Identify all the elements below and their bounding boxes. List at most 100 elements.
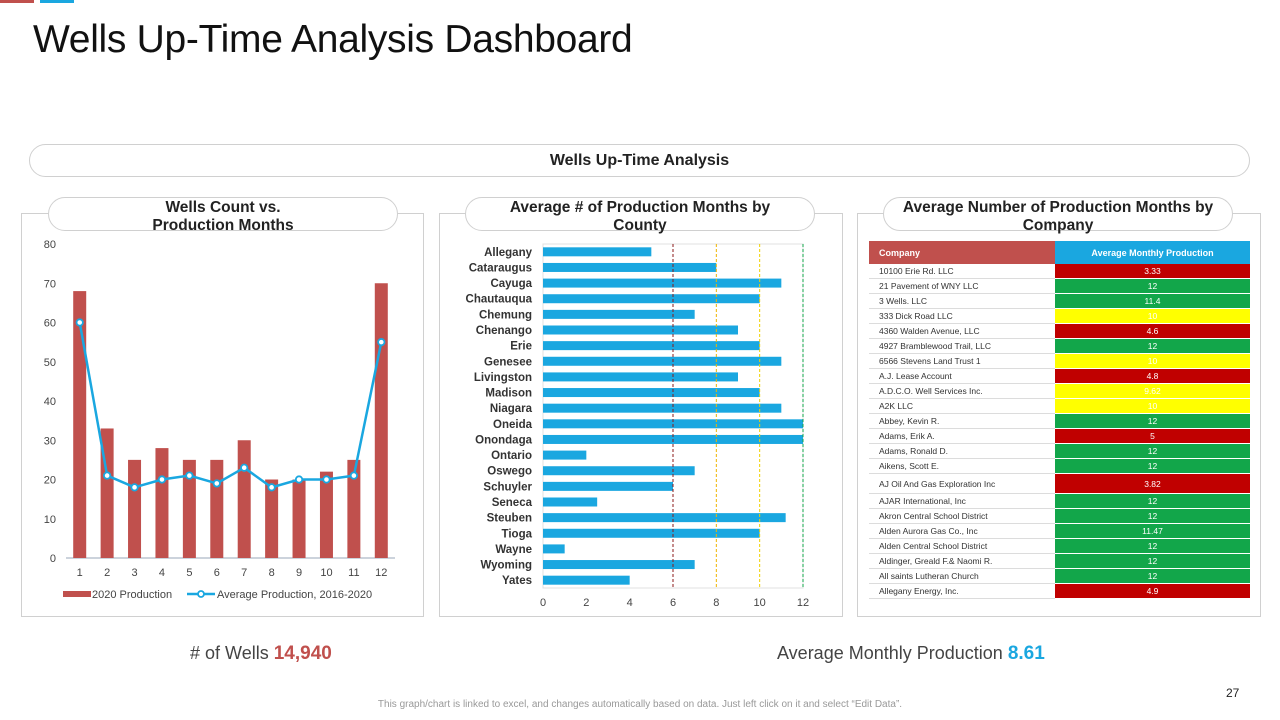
county-bar	[543, 528, 760, 538]
bar-2020-production	[128, 459, 142, 558]
table-row: AJAR International, Inc 12	[869, 493, 1250, 509]
company-name-cell: 4927 Bramblewood Trail, LLC	[869, 338, 1055, 354]
avg-production-point	[157, 475, 167, 484]
avg-production-cell: 11.47	[1055, 523, 1250, 539]
county-label: Niagara	[490, 403, 533, 415]
avg-production-cell: 12	[1055, 458, 1250, 474]
accent-bar-red	[0, 0, 34, 3]
table-row: Aldinger, Greald F.& Naomi R. 12	[869, 553, 1250, 569]
avg-production-point	[294, 475, 304, 484]
company-name-cell: Alden Central School District	[869, 538, 1055, 554]
bar-2020-production	[182, 459, 196, 558]
table-row: 4360 Walden Avenue, LLC 4.6	[869, 323, 1250, 339]
table-row: 3 Wells. LLC 11.4	[869, 293, 1250, 309]
bar-2020-production	[292, 479, 306, 558]
avg-production-kpi-value: 8.61	[1007, 643, 1045, 664]
legend-swatch-2020-production	[63, 591, 91, 597]
table-row: A.D.C.O. Well Services Inc. 9.62	[869, 383, 1250, 399]
company-name-cell: Abbey, Kevin R.	[869, 413, 1055, 429]
avg-production-cell: 10	[1055, 398, 1250, 414]
county-bar	[543, 294, 760, 304]
table-row: 10100 Erie Rd. LLC 3.33	[869, 264, 1250, 279]
county-bar	[543, 466, 695, 476]
county-chart: Allegany Cataraugus Cayuga Chautauqua Chemun…	[466, 243, 809, 609]
company-name-cell: Adams, Ronald D.	[869, 443, 1055, 459]
footer-note: This graph/chart is linked to excel, and…	[377, 699, 903, 710]
table-row: All saints Lutheran Church 12	[869, 568, 1250, 584]
legend-marker-avg-production	[197, 590, 205, 598]
company-name-cell: Aldinger, Greald F.& Naomi R.	[869, 553, 1055, 569]
company-table: Company Average Monthly Production 10100…	[869, 241, 1250, 599]
avg-production-cell: 3.82	[1055, 473, 1250, 494]
table-row: Aikens, Scott E. 12	[869, 458, 1250, 474]
table-row: Abbey, Kevin R. 12	[869, 413, 1250, 429]
bar-2020-production	[237, 440, 251, 558]
avg-production-cell: 11.4	[1055, 293, 1250, 309]
x-tick-label: 4	[159, 567, 165, 579]
x-tick-label: 2	[104, 567, 110, 579]
company-name-cell: Akron Central School District	[869, 508, 1055, 524]
avg-production-point	[240, 463, 249, 472]
company-name-cell: AJ Oil And Gas Exploration Inc	[869, 473, 1055, 494]
avg-production-cell: 12	[1055, 508, 1250, 524]
company-name-cell: All saints Lutheran Church	[869, 568, 1055, 584]
x-tick-label: 9	[296, 567, 302, 579]
x-tick-label: 6	[214, 567, 220, 579]
county-label: Genesee	[484, 356, 532, 368]
company-name-cell: Alden Aurora Gas Co., Inc	[869, 523, 1055, 539]
county-bar	[543, 403, 782, 413]
county-bar	[543, 497, 598, 507]
x-tick-label: 5	[186, 567, 192, 579]
bar-2020-production	[155, 448, 169, 558]
company-name-cell: AJAR International, Inc	[869, 493, 1055, 509]
county-label: Steuben	[487, 513, 532, 525]
table-row: Akron Central School District 12	[869, 508, 1250, 524]
county-label: Livingston	[474, 372, 532, 384]
wells-kpi-value: 14,940	[273, 643, 332, 664]
table-row: 333 Dick Road LLC 10	[869, 308, 1250, 324]
county-bar	[543, 450, 587, 460]
company-name-cell: A2K LLC	[869, 398, 1055, 414]
county-label: Chemung	[479, 309, 532, 321]
avg-production-cell: 3.33	[1055, 264, 1250, 279]
avg-production-cell: 12	[1055, 493, 1250, 509]
company-name-cell: A.J. Lease Account	[869, 368, 1055, 384]
company-name-cell: 6566 Stevens Land Trust 1	[869, 353, 1055, 369]
table-row: Adams, Erik A. 5	[869, 428, 1250, 444]
county-bar	[543, 325, 738, 335]
county-bar	[543, 356, 782, 366]
bar-2020-production	[319, 471, 333, 558]
avg-production-kpi-label: Average Monthly Production	[777, 643, 1003, 663]
x-tick-label: 10	[754, 597, 766, 609]
x-tick-label: 6	[670, 597, 676, 609]
x-tick-label: 10	[320, 567, 332, 579]
y-tick-label: 0	[50, 553, 56, 565]
county-label: Onondaga	[475, 434, 532, 446]
county-bar	[543, 278, 782, 288]
avg-production-cell: 12	[1055, 278, 1250, 294]
avg-production-point	[103, 471, 112, 480]
avg-production-cell: 12	[1055, 413, 1250, 429]
company-name-cell: 4360 Walden Avenue, LLC	[869, 323, 1055, 339]
county-bar	[543, 544, 565, 554]
avg-production-point	[377, 338, 386, 347]
county-label: Seneca	[492, 497, 533, 509]
avg-production-point	[185, 471, 194, 480]
avg-production-cell: 4.8	[1055, 368, 1250, 384]
y-tick-label: 50	[44, 357, 56, 369]
x-tick-label: 12	[375, 567, 387, 579]
table-row: Alden Central School District 12	[869, 538, 1250, 554]
page-number: 27	[1226, 686, 1240, 700]
y-tick-label: 80	[44, 239, 56, 251]
county-bar	[543, 388, 760, 398]
avg-production-point	[322, 475, 331, 484]
company-name-cell: 10100 Erie Rd. LLC	[869, 264, 1055, 279]
company-name-cell: 3 Wells. LLC	[869, 293, 1055, 309]
county-bar	[543, 575, 630, 585]
county-label: Ontario	[491, 450, 532, 462]
accent-bar-blue	[40, 0, 74, 3]
x-tick-label: 12	[797, 597, 809, 609]
county-label: Allegany	[484, 247, 533, 259]
y-tick-label: 10	[44, 514, 56, 526]
table-row: Alden Aurora Gas Co., Inc 11.47	[869, 523, 1250, 539]
